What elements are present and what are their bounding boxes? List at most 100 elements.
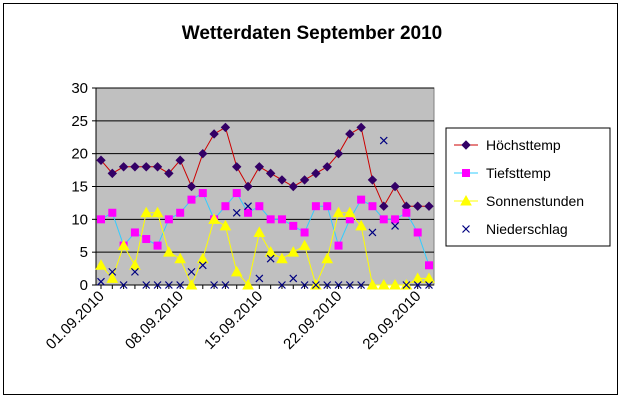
data-point bbox=[355, 219, 367, 231]
data-point bbox=[332, 206, 345, 218]
data-point bbox=[323, 281, 332, 289]
data-point-stroke bbox=[97, 277, 105, 286]
data-point bbox=[461, 140, 471, 150]
legend-item: Sonnenstunden bbox=[454, 193, 584, 209]
data-point bbox=[96, 155, 106, 165]
data-point bbox=[300, 228, 309, 237]
data-point bbox=[289, 221, 298, 230]
data-point bbox=[255, 202, 264, 211]
data-point bbox=[368, 228, 377, 237]
data-point bbox=[174, 252, 187, 264]
y-tick-label: 25 bbox=[71, 113, 88, 130]
data-point bbox=[142, 281, 151, 289]
data-point bbox=[198, 148, 208, 159]
data-point bbox=[411, 272, 424, 283]
data-point bbox=[164, 281, 173, 289]
data-point-stroke bbox=[413, 281, 422, 289]
data-point bbox=[175, 155, 185, 165]
y-tick-label: 20 bbox=[71, 146, 88, 163]
x-tick-label: 29.09.2010 bbox=[359, 288, 424, 353]
data-point bbox=[368, 202, 377, 211]
data-point bbox=[230, 265, 243, 277]
data-point bbox=[130, 228, 139, 237]
data-point bbox=[187, 195, 196, 204]
data-point-stroke bbox=[323, 281, 332, 289]
data-point bbox=[164, 215, 173, 224]
data-point bbox=[142, 235, 151, 244]
data-point bbox=[221, 281, 230, 289]
data-point bbox=[196, 252, 209, 264]
legend-box bbox=[445, 127, 611, 247]
data-point bbox=[97, 215, 105, 224]
data-point bbox=[208, 213, 220, 224]
data-point bbox=[356, 122, 366, 133]
data-point bbox=[357, 195, 366, 204]
data-point bbox=[176, 281, 185, 289]
data-point bbox=[185, 278, 198, 290]
data-point-stroke bbox=[119, 281, 128, 289]
data-point bbox=[151, 206, 164, 218]
data-point-stroke bbox=[131, 267, 139, 276]
data-point bbox=[300, 281, 309, 289]
y-tick-label: 30 bbox=[71, 80, 88, 97]
data-point bbox=[413, 281, 422, 289]
data-point-stroke bbox=[108, 267, 117, 276]
data-point bbox=[153, 281, 162, 289]
data-point bbox=[176, 208, 185, 217]
data-point bbox=[322, 162, 332, 172]
legend-label: Tiefsttemp bbox=[486, 165, 551, 181]
data-point-stroke bbox=[334, 281, 343, 289]
data-point-stroke bbox=[379, 136, 388, 145]
data-point bbox=[186, 181, 197, 192]
data-point-stroke bbox=[198, 261, 207, 270]
data-point bbox=[298, 239, 311, 251]
data-point bbox=[413, 228, 422, 237]
data-point bbox=[220, 122, 231, 133]
data-point bbox=[288, 181, 298, 192]
data-point bbox=[287, 246, 300, 257]
gridlines bbox=[96, 87, 434, 253]
series-höchsttemp bbox=[96, 122, 434, 211]
data-point bbox=[129, 259, 141, 270]
data-point bbox=[153, 241, 162, 250]
data-point bbox=[345, 129, 355, 139]
data-point bbox=[243, 181, 253, 192]
data-point bbox=[254, 162, 265, 172]
data-point bbox=[198, 189, 207, 198]
data-point-stroke bbox=[368, 228, 377, 237]
data-point bbox=[219, 219, 232, 231]
data-point bbox=[107, 168, 118, 179]
legend-label: Sonnenstunden bbox=[486, 193, 584, 209]
data-point bbox=[108, 208, 117, 217]
data-point bbox=[117, 239, 130, 251]
data-point bbox=[221, 202, 230, 211]
data-point bbox=[242, 278, 254, 290]
data-point bbox=[266, 254, 275, 263]
data-point bbox=[232, 189, 241, 198]
data-point bbox=[460, 194, 472, 206]
data-point bbox=[244, 202, 252, 211]
data-point-stroke bbox=[153, 281, 162, 289]
data-point bbox=[276, 252, 288, 264]
data-point bbox=[141, 162, 151, 172]
legend-item: Höchsttemp bbox=[454, 137, 561, 153]
data-point bbox=[379, 215, 388, 224]
data-point-stroke bbox=[266, 254, 275, 263]
data-point bbox=[377, 278, 390, 290]
data-point-stroke bbox=[345, 281, 354, 289]
y-tick-label: 0 bbox=[80, 277, 88, 294]
data-point bbox=[118, 162, 129, 172]
data-point-stroke bbox=[164, 281, 173, 289]
chart-title: Wetterdaten September 2010 bbox=[182, 23, 442, 44]
data-point bbox=[253, 226, 266, 237]
data-point bbox=[164, 168, 174, 179]
data-point-stroke bbox=[311, 281, 320, 289]
data-point bbox=[412, 201, 423, 211]
data-point bbox=[462, 225, 470, 233]
data-point bbox=[379, 201, 389, 211]
x-tick-label: 22.09.2010 bbox=[280, 288, 345, 353]
data-point bbox=[289, 274, 298, 283]
y-tick-label: 5 bbox=[80, 244, 88, 261]
legend: Höchsttemp Tiefsttemp Sonnenstunden Nieders… bbox=[445, 127, 611, 247]
series-niederschlag bbox=[97, 136, 433, 289]
